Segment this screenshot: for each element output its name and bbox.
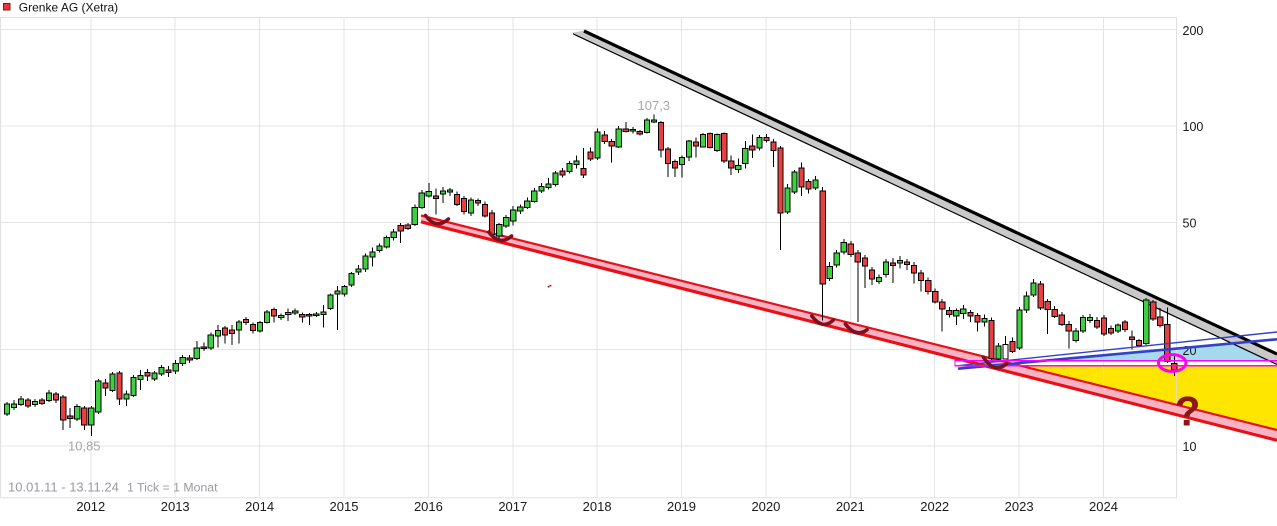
svg-text:50: 50: [1183, 217, 1197, 231]
svg-text:10,85: 10,85: [68, 439, 101, 454]
svg-text:1 Tick = 1 Monat: 1 Tick = 1 Monat: [127, 481, 218, 495]
svg-text:2012: 2012: [76, 499, 105, 514]
svg-text:2017: 2017: [498, 499, 527, 514]
svg-text:Grenke AG (Xetra): Grenke AG (Xetra): [19, 1, 118, 15]
svg-text:10: 10: [1183, 440, 1197, 454]
svg-text:10.01.11 - 13.11.24: 10.01.11 - 13.11.24: [8, 480, 119, 495]
svg-text:107,3: 107,3: [638, 98, 671, 113]
svg-text:2022: 2022: [920, 499, 949, 514]
svg-text:2016: 2016: [414, 499, 443, 514]
svg-text:100: 100: [1183, 120, 1204, 134]
svg-text:2018: 2018: [583, 499, 612, 514]
svg-text:2013: 2013: [161, 499, 190, 514]
svg-text:200: 200: [1183, 24, 1204, 38]
svg-text:2019: 2019: [667, 499, 696, 514]
svg-text:2020: 2020: [751, 499, 780, 514]
svg-text:2023: 2023: [1005, 499, 1034, 514]
svg-text:2015: 2015: [330, 499, 359, 514]
svg-text:?: ?: [1175, 388, 1201, 435]
svg-text:2014: 2014: [245, 499, 274, 514]
svg-text:2024: 2024: [1089, 499, 1118, 514]
svg-text:2021: 2021: [836, 499, 865, 514]
